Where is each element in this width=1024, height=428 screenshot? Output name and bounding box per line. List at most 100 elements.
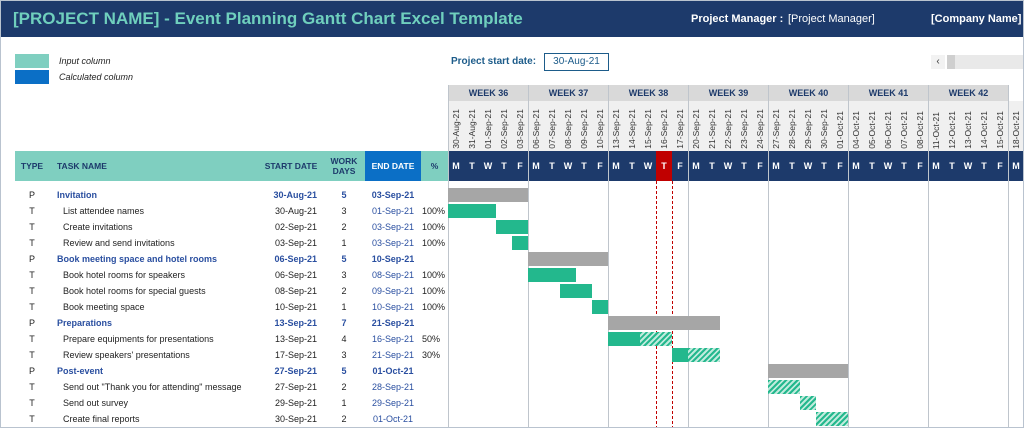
task-start-date[interactable]: 02-Sep-21 <box>274 222 317 232</box>
project-manager-value[interactable]: [Project Manager] <box>788 13 875 25</box>
day-letter: W <box>480 151 496 181</box>
task-name[interactable]: Send out "Thank you for attending" messa… <box>63 382 242 392</box>
task-start-date[interactable]: 29-Sep-21 <box>274 398 317 408</box>
task-name[interactable]: Create invitations <box>63 222 133 232</box>
table-row[interactable]: T List attendee names 30-Aug-21 3 01-Sep-21 1… <box>1 203 448 219</box>
task-start-date[interactable]: 10-Sep-21 <box>274 302 317 312</box>
task-name[interactable]: Preparations <box>57 318 113 328</box>
date-label: 14-Sep-21 <box>627 109 637 149</box>
task-name[interactable]: Create final reports <box>63 414 140 424</box>
task-start-date[interactable]: 30-Aug-21 <box>274 206 317 216</box>
task-percent[interactable] <box>422 395 448 411</box>
table-row[interactable]: P Book meeting space and hotel rooms 06-Se… <box>1 251 448 267</box>
task-work-days[interactable]: 1 <box>341 238 347 248</box>
table-row[interactable]: P Preparations 13-Sep-21 7 21-Sep-21 <box>1 315 448 331</box>
task-work-days[interactable]: 2 <box>341 414 347 424</box>
task-work-days[interactable]: 5 <box>341 254 347 264</box>
company-name[interactable]: [Company Name] <box>931 13 1022 25</box>
timeline-scroll-thumb[interactable] <box>947 55 955 69</box>
task-work-days[interactable]: 2 <box>341 382 347 392</box>
task-percent[interactable]: 100% <box>422 222 446 232</box>
task-work-days[interactable]: 2 <box>341 286 347 296</box>
task-name[interactable]: Book meeting space <box>63 302 145 312</box>
table-row[interactable]: T Book hotel rooms for special guests 08-S… <box>1 283 448 299</box>
task-work-days[interactable]: 1 <box>341 398 347 408</box>
task-bar-complete <box>512 236 528 250</box>
task-work-days[interactable]: 5 <box>341 366 347 376</box>
task-percent[interactable] <box>422 251 448 267</box>
task-name[interactable]: Book hotel rooms for speakers <box>63 270 186 280</box>
task-name[interactable]: Invitation <box>57 190 97 200</box>
task-percent[interactable]: 100% <box>422 238 446 248</box>
task-percent[interactable] <box>422 363 448 379</box>
task-percent[interactable]: 100% <box>422 302 446 312</box>
task-start-date[interactable]: 03-Sep-21 <box>274 238 317 248</box>
task-start-date[interactable]: 13-Sep-21 <box>274 318 317 328</box>
table-row[interactable]: P Post-event 27-Sep-21 5 01-Oct-21 <box>1 363 448 379</box>
task-end-date: 01-Oct-21 <box>372 414 414 424</box>
task-bar-complete <box>672 348 688 362</box>
project-start-date-input[interactable]: 30-Aug-21 <box>544 53 609 71</box>
date-label: 03-Sep-21 <box>515 109 525 149</box>
day-letter: W <box>960 151 976 181</box>
task-percent[interactable] <box>422 411 448 427</box>
task-work-days[interactable]: 3 <box>341 350 347 360</box>
table-row[interactable]: T Send out survey 29-Sep-21 1 29-Sep-21 <box>1 395 448 411</box>
scroll-left-arrow-icon[interactable]: ‹ <box>931 55 945 69</box>
task-name[interactable]: Send out survey <box>63 398 129 408</box>
task-work-days[interactable]: 2 <box>341 222 347 232</box>
task-end-date: 21-Sep-21 <box>371 318 415 328</box>
task-start-date[interactable]: 30-Sep-21 <box>274 414 317 424</box>
date-header: 08-Oct-21 <box>912 101 928 151</box>
date-label: 14-Oct-21 <box>979 111 989 149</box>
task-percent[interactable]: 100% <box>422 286 446 296</box>
task-start-date[interactable]: 13-Sep-21 <box>274 334 317 344</box>
task-work-days[interactable]: 3 <box>341 206 347 216</box>
task-start-date[interactable]: 30-Aug-21 <box>273 190 317 200</box>
date-label: 22-Sep-21 <box>723 109 733 149</box>
timeline-scrollbar[interactable] <box>947 55 1023 69</box>
table-row[interactable]: P Invitation 30-Aug-21 5 03-Sep-21 <box>1 187 448 203</box>
task-percent[interactable] <box>422 315 448 331</box>
table-row[interactable]: T Review speakers' presentations 17-Sep-21… <box>1 347 448 363</box>
table-row[interactable]: T Review and send invitations 03-Sep-21 1 03… <box>1 235 448 251</box>
date-header: 15-Oct-21 <box>992 101 1008 151</box>
task-start-date[interactable]: 27-Sep-21 <box>274 382 317 392</box>
table-row[interactable]: T Book meeting space 10-Sep-21 1 10-Sep-21 10… <box>1 299 448 315</box>
task-percent[interactable]: 50% <box>422 334 441 344</box>
task-name[interactable]: Book meeting space and hotel rooms <box>57 254 218 264</box>
task-name[interactable]: Post-event <box>57 366 104 376</box>
task-start-date[interactable]: 08-Sep-21 <box>274 286 317 296</box>
task-percent[interactable] <box>422 187 448 203</box>
task-work-days[interactable]: 4 <box>341 334 347 344</box>
task-work-days[interactable]: 3 <box>341 270 347 280</box>
task-start-date[interactable]: 06-Sep-21 <box>274 270 317 280</box>
task-start-date[interactable]: 17-Sep-21 <box>274 350 317 360</box>
project-title[interactable]: [PROJECT NAME] - Event Planning Gantt Ch… <box>13 9 523 28</box>
task-name[interactable]: List attendee names <box>63 206 145 216</box>
task-percent[interactable]: 30% <box>422 350 441 360</box>
day-letter: M <box>608 151 624 181</box>
task-start-date[interactable]: 27-Sep-21 <box>274 366 317 376</box>
task-percent[interactable]: 100% <box>422 270 446 280</box>
task-name[interactable]: Book hotel rooms for special guests <box>63 286 206 296</box>
task-name[interactable]: Review and send invitations <box>63 238 175 248</box>
task-start-date[interactable]: 06-Sep-21 <box>274 254 317 264</box>
task-name[interactable]: Review speakers' presentations <box>63 350 190 360</box>
table-row[interactable]: T Send out "Thank you for attending" mess… <box>1 379 448 395</box>
task-name[interactable]: Prepare equipments for presentations <box>63 334 214 344</box>
date-header: 28-Sep-21 <box>784 101 800 151</box>
table-row[interactable]: T Create final reports 30-Sep-21 2 01-Oct-21 <box>1 411 448 427</box>
task-percent[interactable]: 100% <box>422 206 446 216</box>
task-work-days[interactable]: 1 <box>341 302 347 312</box>
table-row[interactable]: T Book hotel rooms for speakers 06-Sep-21 3… <box>1 267 448 283</box>
task-work-days[interactable]: 7 <box>341 318 347 328</box>
date-label: 27-Sep-21 <box>771 109 781 149</box>
task-work-days[interactable]: 5 <box>341 190 347 200</box>
task-percent[interactable] <box>422 379 448 395</box>
day-letter: T <box>496 151 512 181</box>
table-row[interactable]: T Prepare equipments for presentations 13-… <box>1 331 448 347</box>
table-row[interactable]: T Create invitations 02-Sep-21 2 03-Sep-21 10… <box>1 219 448 235</box>
day-letter: F <box>832 151 848 181</box>
